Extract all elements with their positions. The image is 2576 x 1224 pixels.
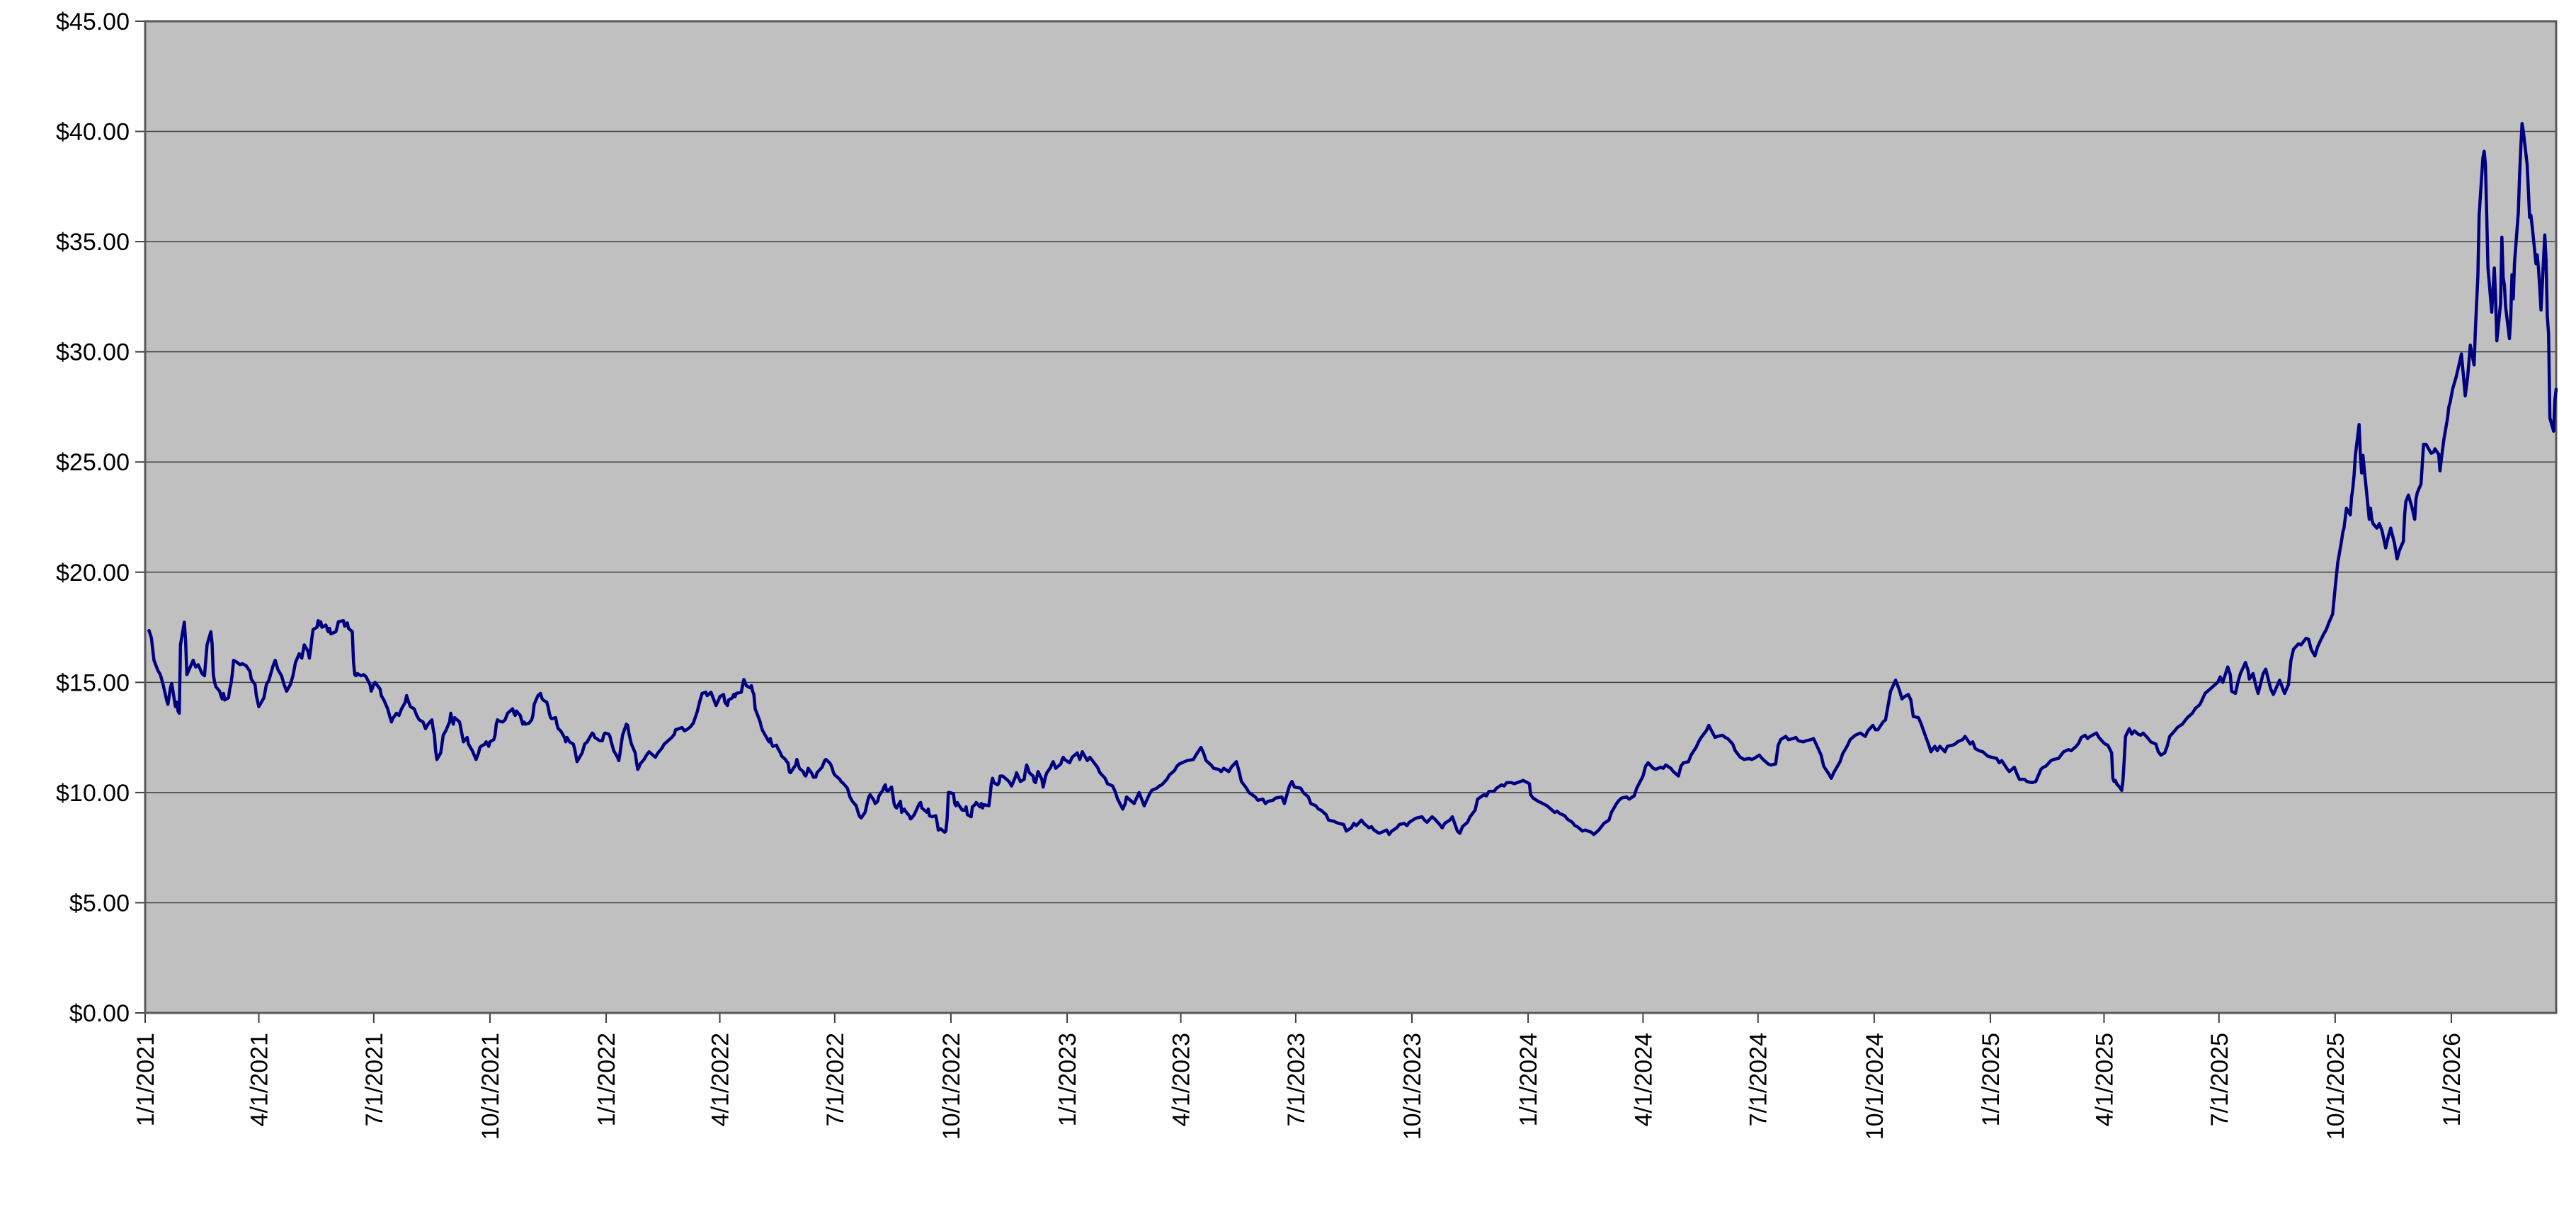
x-axis-label: 1/1/2023 — [1054, 1033, 1081, 1126]
plot-area — [145, 21, 2556, 1013]
x-axis-label: 4/1/2021 — [246, 1033, 273, 1126]
y-axis-label: $35.00 — [56, 229, 130, 256]
x-axis-label: 7/1/2025 — [2206, 1033, 2233, 1126]
y-axis-label: $5.00 — [69, 890, 130, 917]
x-axis-label: 4/1/2023 — [1168, 1033, 1195, 1126]
x-axis-label: 4/1/2022 — [707, 1033, 734, 1126]
price-line-series — [147, 122, 2558, 837]
plot-border — [144, 20, 2558, 1014]
x-axis-label: 10/1/2024 — [1862, 1033, 1888, 1140]
y-axis-label: $10.00 — [56, 780, 130, 807]
x-axis-label: 1/1/2026 — [2439, 1033, 2466, 1126]
y-axis-label: $30.00 — [56, 339, 130, 366]
x-axis-label: 1/1/2025 — [1978, 1033, 2005, 1126]
x-axis-label: 10/1/2025 — [2323, 1033, 2349, 1140]
y-axis-label: $40.00 — [56, 119, 130, 146]
x-axis-label: 10/1/2023 — [1399, 1033, 1426, 1140]
x-axis-label: 1/1/2021 — [132, 1033, 159, 1126]
y-axis-label: $0.00 — [69, 1000, 130, 1027]
x-axis-label: 4/1/2025 — [2091, 1033, 2118, 1126]
x-axis-label: 7/1/2022 — [822, 1033, 849, 1126]
x-axis-label: 1/1/2024 — [1515, 1033, 1542, 1126]
x-axis-label: 4/1/2024 — [1630, 1033, 1657, 1126]
y-axis-label: $25.00 — [56, 449, 130, 476]
x-axis-label: 7/1/2024 — [1745, 1033, 1772, 1126]
y-axis-label: $15.00 — [56, 669, 130, 696]
x-axis-label: 10/1/2022 — [938, 1033, 965, 1140]
y-axis-label: $20.00 — [56, 560, 130, 586]
x-axis-label: 10/1/2021 — [477, 1033, 504, 1140]
y-axis-label: $45.00 — [56, 8, 130, 35]
x-axis-label: 7/1/2023 — [1283, 1033, 1310, 1126]
x-axis-label: 1/1/2022 — [593, 1033, 620, 1126]
x-axis-label: 7/1/2021 — [361, 1033, 388, 1126]
